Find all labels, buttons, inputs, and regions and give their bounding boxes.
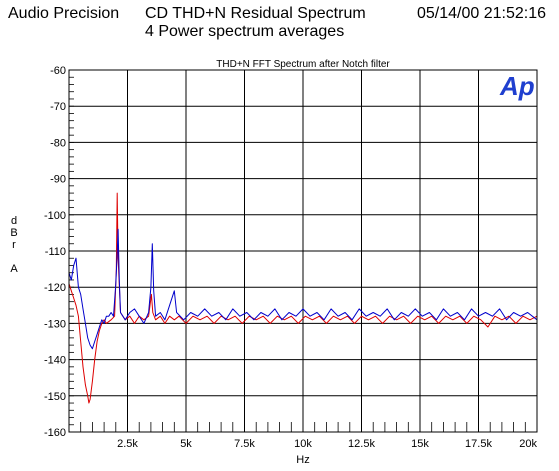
plot-frame	[68, 69, 538, 433]
ap-logo: Ap	[499, 71, 535, 101]
minor-ticks	[68, 69, 538, 433]
x-tick-label: 15k	[411, 438, 429, 450]
y-tick-label: -120	[44, 282, 66, 294]
y-tick-label: -160	[44, 427, 66, 439]
chart-grid	[69, 69, 538, 433]
y-axis-label-char: A	[10, 263, 18, 275]
x-tick-label: 17.5k	[465, 438, 492, 450]
x-tick-label: 5k	[180, 438, 192, 450]
x-tick-label: 20k	[519, 438, 537, 450]
y-tick-labels: -60 -70 -80 -90 -100 -110 -120 -130 -140 -150 -160	[44, 65, 66, 439]
x-axis-label: Hz	[296, 454, 309, 466]
y-tick-label: -150	[44, 391, 66, 403]
y-tick-label: -110	[45, 246, 66, 258]
x-tick-label: 7.5k	[234, 438, 255, 450]
y-tick-label: -80	[50, 137, 66, 149]
series-line-1	[68, 228, 538, 350]
y-axis-label-char: d	[11, 215, 17, 227]
y-axis-label-char: B	[10, 227, 17, 239]
y-axis-label-char: r	[12, 239, 16, 251]
x-tick-label: 10k	[294, 438, 312, 450]
y-tick-label: -140	[44, 355, 66, 367]
x-tick-label: 12.5k	[348, 438, 375, 450]
y-tick-label: -70	[50, 101, 66, 113]
x-tick-label: 2.5k	[117, 438, 138, 450]
y-tick-label: -100	[44, 210, 66, 222]
chart-subtitle: 4 Power spectrum averages	[145, 23, 345, 40]
series-line-0	[68, 192, 538, 404]
y-tick-label: -60	[50, 65, 66, 77]
plot-inner-title: THD+N FFT Spectrum after Notch filter	[216, 59, 390, 70]
chart-series	[68, 192, 538, 404]
x-tick-labels: 2.5k 5k 7.5k 10k 12.5k 15k 17.5k 20k	[117, 438, 537, 450]
chart-title: CD THD+N Residual Spectrum	[145, 5, 366, 22]
y-tick-label: -90	[50, 174, 66, 186]
header-datetime: 05/14/00 21:52:16	[417, 5, 547, 22]
header-brand: Audio Precision	[8, 5, 120, 22]
y-tick-label: -130	[44, 318, 66, 330]
